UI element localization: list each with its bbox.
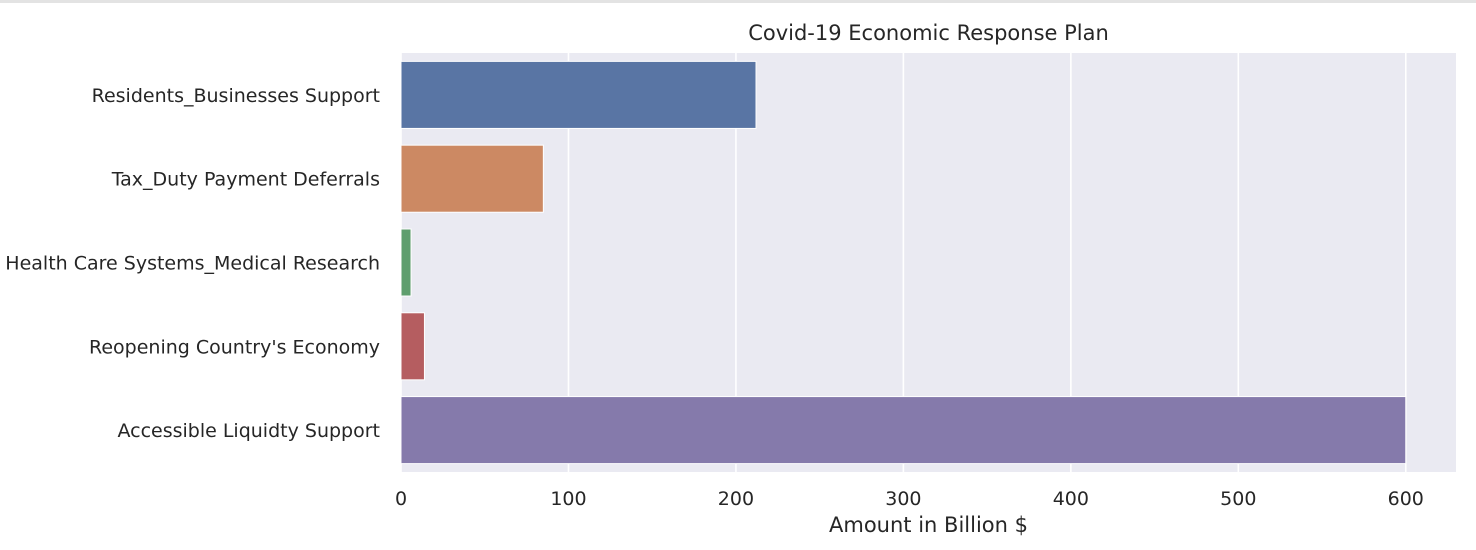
x-tick-label: 0 (395, 488, 407, 510)
y-tick-label: Health Care Systems_Medical Research (5, 253, 380, 275)
bar (400, 144, 544, 213)
bar (400, 228, 412, 297)
y-tick-label: Tax_Duty Payment Deferrals (111, 169, 380, 191)
x-tick-label: 500 (1220, 488, 1256, 510)
x-tick-label: 400 (1053, 488, 1089, 510)
bars (400, 60, 1407, 465)
x-tick-label: 100 (550, 488, 586, 510)
bar (400, 312, 425, 381)
bar (400, 60, 757, 129)
x-axis-label: Amount in Billion $ (829, 513, 1028, 537)
x-tick-label: 200 (718, 488, 754, 510)
top-border-line (0, 0, 1476, 3)
y-tick-label: Accessible Liquidty Support (117, 420, 380, 442)
y-axis-ticks: Residents_Businesses Support Tax_Duty Pay… (5, 85, 380, 442)
y-tick-label: Residents_Businesses Support (92, 85, 380, 107)
x-tick-label: 300 (885, 488, 921, 510)
chart-title: Covid-19 Economic Response Plan (748, 21, 1109, 45)
x-axis-ticks: 0 100 200 300 400 500 600 (395, 488, 1424, 510)
bar (400, 396, 1407, 465)
y-tick-label: Reopening Country's Economy (89, 336, 380, 358)
x-tick-label: 600 (1388, 488, 1424, 510)
